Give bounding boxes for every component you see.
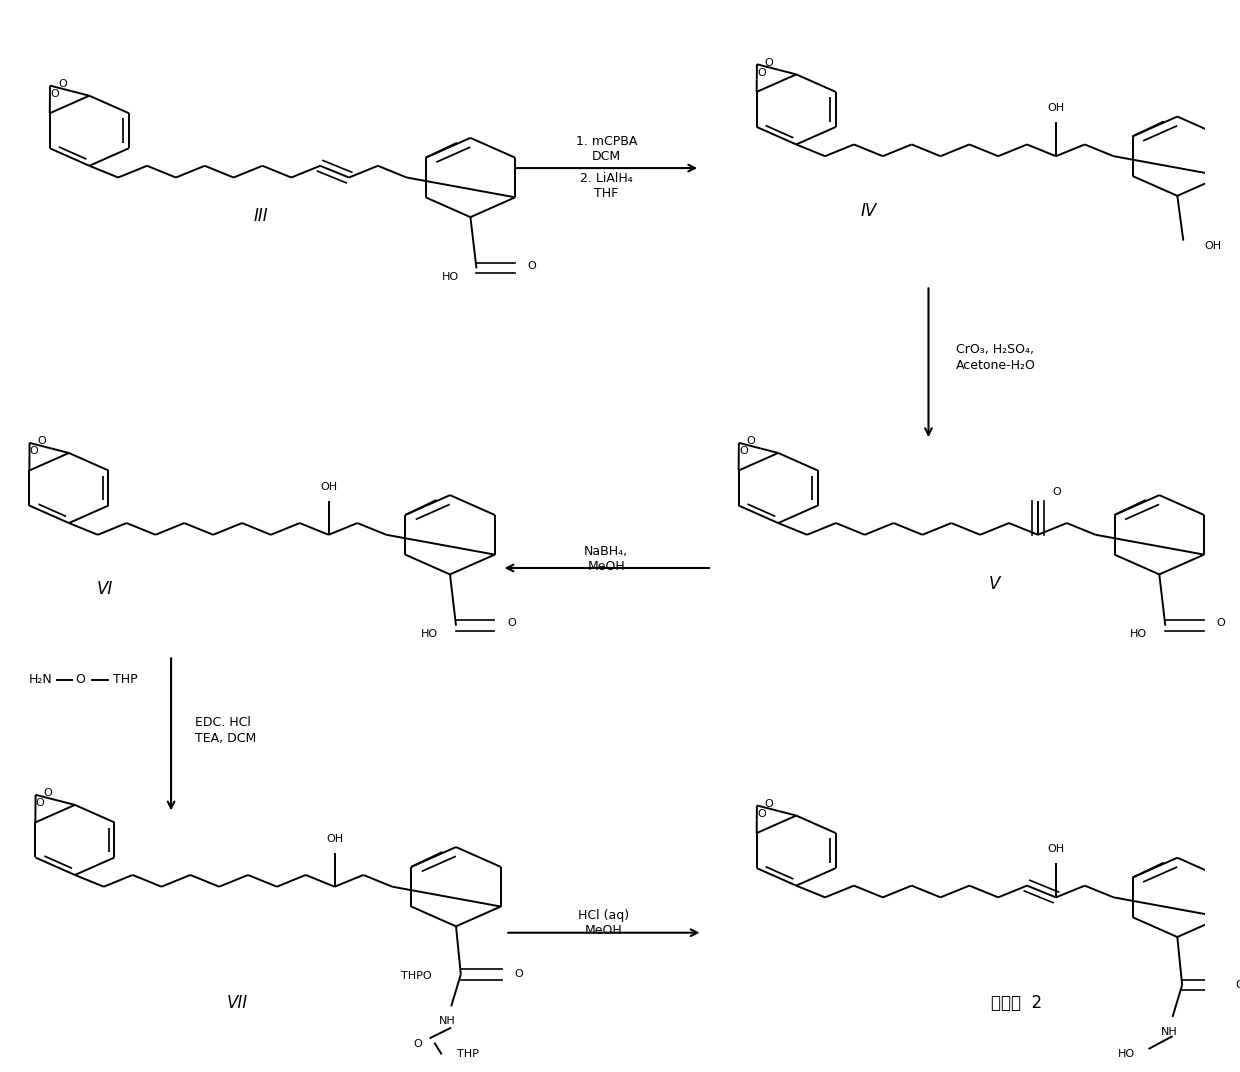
Text: O: O [739, 446, 748, 456]
Text: O: O [765, 799, 774, 809]
Text: O: O [1235, 980, 1240, 991]
Text: III: III [254, 207, 269, 225]
Text: IV: IV [861, 202, 877, 220]
Text: OH: OH [1205, 241, 1221, 251]
Text: MeOH: MeOH [585, 924, 622, 937]
Text: O: O [74, 673, 84, 686]
Text: O: O [746, 436, 755, 446]
Text: Acetone-H₂O: Acetone-H₂O [956, 359, 1035, 372]
Text: HO: HO [1118, 1049, 1136, 1059]
Text: EDC. HCl: EDC. HCl [195, 716, 250, 729]
Text: O: O [758, 808, 766, 819]
Text: OH: OH [326, 834, 343, 844]
Text: DCM: DCM [591, 150, 621, 163]
Text: O: O [58, 79, 67, 89]
Text: O: O [1053, 487, 1061, 497]
Text: O: O [507, 619, 516, 628]
Text: THP: THP [458, 1049, 479, 1059]
Text: HO: HO [422, 629, 438, 639]
Text: V: V [990, 575, 1001, 593]
Text: NH: NH [1161, 1027, 1177, 1037]
Text: 化合物  2: 化合物 2 [991, 994, 1042, 1012]
Text: THP: THP [113, 673, 138, 686]
Text: O: O [37, 436, 46, 446]
Text: OH: OH [1048, 103, 1064, 114]
Text: O: O [30, 446, 38, 456]
Text: NH: NH [439, 1016, 456, 1026]
Text: O: O [50, 89, 60, 99]
Text: HCl (aq): HCl (aq) [578, 909, 630, 922]
Text: MeOH: MeOH [588, 561, 625, 574]
Text: O: O [43, 788, 52, 799]
Text: OH: OH [1048, 845, 1064, 854]
Text: VI: VI [97, 580, 113, 598]
Text: THPO: THPO [402, 971, 432, 982]
Text: 1. mCPBA: 1. mCPBA [575, 135, 637, 148]
Text: O: O [36, 798, 45, 808]
Text: 2. LiAlH₄: 2. LiAlH₄ [580, 173, 632, 185]
Text: H₂N: H₂N [30, 673, 53, 686]
Text: O: O [765, 58, 774, 68]
Text: O: O [1216, 619, 1225, 628]
Text: NaBH₄,: NaBH₄, [584, 546, 629, 559]
Text: HO: HO [441, 272, 459, 282]
Text: THF: THF [594, 188, 619, 200]
Text: O: O [758, 68, 766, 77]
Text: OH: OH [320, 481, 337, 492]
Text: O: O [527, 262, 536, 271]
Text: TEA, DCM: TEA, DCM [195, 732, 257, 745]
Text: O: O [413, 1039, 422, 1048]
Text: O: O [515, 969, 523, 980]
Text: HO: HO [1131, 629, 1147, 639]
Text: CrO₃, H₂SO₄,: CrO₃, H₂SO₄, [956, 343, 1034, 356]
Text: VII: VII [227, 994, 248, 1012]
